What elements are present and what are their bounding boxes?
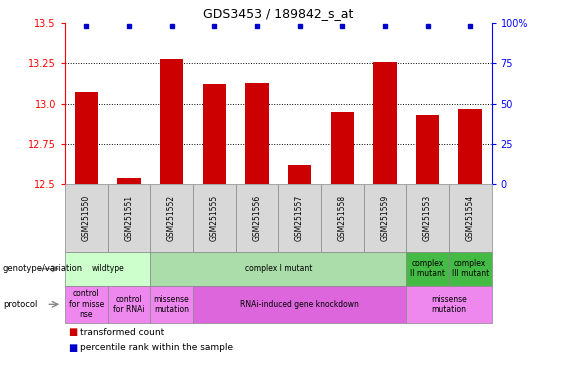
Bar	[331, 112, 354, 184]
Bar	[75, 93, 98, 184]
Text: transformed count: transformed count	[80, 328, 164, 337]
Text: ■: ■	[68, 327, 77, 337]
Text: GSM251552: GSM251552	[167, 195, 176, 241]
Text: missense
mutation: missense mutation	[154, 295, 189, 314]
Text: complex I mutant: complex I mutant	[245, 264, 312, 273]
Text: GSM251558: GSM251558	[338, 195, 347, 241]
Text: complex
II mutant: complex II mutant	[410, 259, 445, 278]
Bar	[416, 115, 440, 184]
Text: protocol: protocol	[3, 300, 37, 309]
Text: GSM251550: GSM251550	[82, 195, 91, 241]
Text: wildtype: wildtype	[92, 264, 124, 273]
Bar	[288, 165, 311, 184]
Bar	[245, 83, 269, 184]
Text: GSM251554: GSM251554	[466, 195, 475, 241]
Text: control
for RNAi: control for RNAi	[113, 295, 145, 314]
Bar	[160, 58, 184, 184]
Bar	[117, 178, 141, 184]
Text: GSM251555: GSM251555	[210, 195, 219, 241]
Text: GSM251557: GSM251557	[295, 195, 304, 241]
Bar	[202, 84, 226, 184]
Text: complex
III mutant: complex III mutant	[451, 259, 489, 278]
Text: GSM251551: GSM251551	[124, 195, 133, 241]
Text: GSM251559: GSM251559	[380, 195, 389, 241]
Bar	[458, 109, 482, 184]
Text: RNAi-induced gene knockdown: RNAi-induced gene knockdown	[240, 300, 359, 309]
Text: GSM251556: GSM251556	[253, 195, 262, 241]
Text: GSM251553: GSM251553	[423, 195, 432, 241]
Text: missense
mutation: missense mutation	[431, 295, 467, 314]
Text: ■: ■	[68, 343, 77, 353]
Text: percentile rank within the sample: percentile rank within the sample	[80, 343, 233, 352]
Title: GDS3453 / 189842_s_at: GDS3453 / 189842_s_at	[203, 7, 354, 20]
Bar	[373, 62, 397, 184]
Text: control
for misse
nse: control for misse nse	[69, 290, 104, 319]
Text: genotype/variation: genotype/variation	[3, 264, 83, 273]
